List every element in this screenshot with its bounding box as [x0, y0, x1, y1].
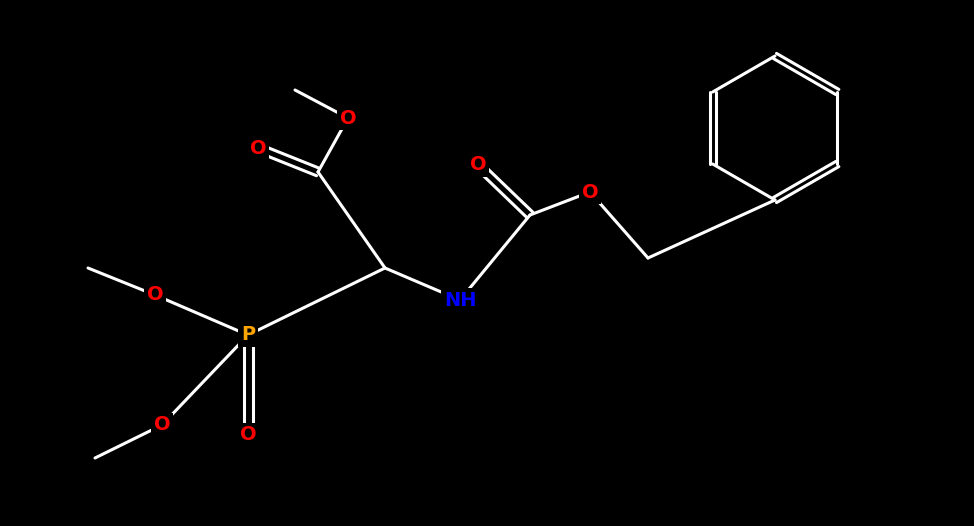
Text: O: O	[147, 286, 164, 305]
Text: O: O	[249, 138, 266, 157]
Text: O: O	[469, 156, 486, 175]
Text: O: O	[581, 183, 598, 201]
Text: O: O	[340, 108, 356, 127]
Text: P: P	[241, 326, 255, 345]
Text: O: O	[240, 426, 256, 444]
Text: NH: NH	[444, 290, 476, 309]
Text: O: O	[154, 416, 170, 434]
